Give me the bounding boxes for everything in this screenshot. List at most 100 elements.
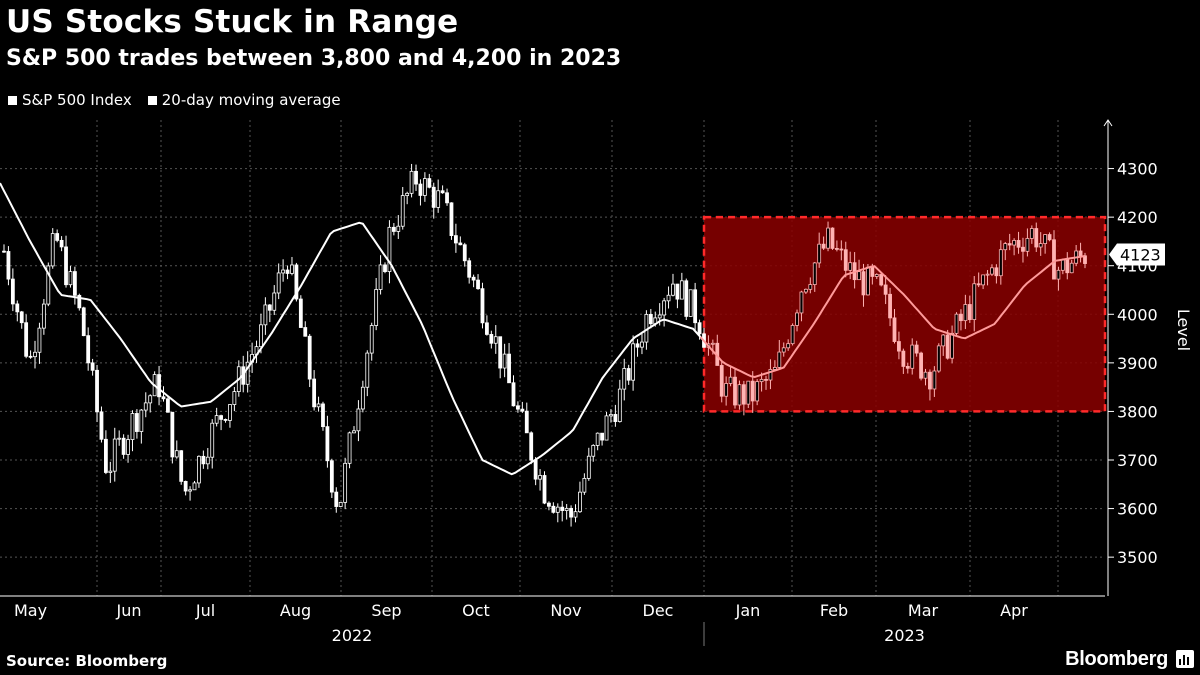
candle-body	[600, 432, 604, 441]
candle-body	[755, 381, 760, 402]
candle-body	[46, 265, 51, 305]
candle-body	[267, 304, 272, 311]
candle-body	[405, 192, 410, 196]
candle-body	[582, 477, 587, 493]
candle-body	[161, 396, 166, 400]
candle-body	[777, 351, 782, 368]
candle-body	[90, 362, 95, 371]
source-note: Source: Bloomberg	[6, 652, 168, 670]
candle-body	[489, 334, 494, 344]
y-tick-label: 3700	[1117, 451, 1158, 470]
candle-body	[551, 505, 556, 513]
candle-body	[396, 225, 401, 232]
y-tick-label: 4000	[1117, 305, 1158, 324]
candle-body	[772, 367, 777, 370]
candle-body	[77, 294, 82, 309]
x-month-label: Sep	[371, 601, 401, 620]
candle-body	[143, 402, 148, 411]
candle-body	[936, 345, 941, 372]
candle-body	[507, 353, 511, 384]
candle-body	[329, 460, 334, 493]
candle-body	[471, 276, 476, 281]
candle-body	[64, 246, 68, 286]
candle-body	[86, 335, 91, 364]
candle-body	[569, 507, 573, 518]
x-year-label: 2023	[884, 626, 925, 645]
candle-body	[679, 280, 684, 300]
y-tick-label: 3900	[1117, 354, 1158, 373]
candle-body	[431, 186, 436, 208]
candle-body	[941, 334, 946, 347]
candle-body	[768, 369, 773, 381]
candle-body	[874, 274, 879, 277]
candle-body	[139, 409, 144, 432]
candle-body	[383, 264, 387, 272]
candle-body	[533, 459, 538, 480]
candle-body	[883, 284, 888, 295]
candle-body	[648, 314, 653, 325]
candle-body	[954, 313, 959, 334]
candle-body	[55, 233, 60, 241]
candle-body	[839, 248, 844, 251]
candle-body	[790, 325, 795, 345]
candle-body	[688, 289, 693, 317]
candle-body	[272, 292, 277, 311]
candle-body	[174, 450, 179, 458]
candle-body	[724, 383, 729, 397]
candle-body	[919, 352, 923, 379]
candle-body	[369, 325, 374, 354]
candle-body	[750, 380, 755, 402]
candle-body	[662, 300, 667, 316]
candle-body	[374, 289, 379, 326]
candle-body	[1047, 234, 1052, 241]
candle-body	[321, 403, 325, 428]
candle-body	[303, 327, 308, 337]
candle-body	[1052, 239, 1056, 280]
candle-body	[764, 378, 768, 381]
candle-body	[121, 437, 126, 455]
x-month-label: Dec	[643, 601, 674, 620]
candle-body	[564, 507, 569, 511]
legend-swatch-moving-average	[147, 95, 157, 105]
candle-body	[285, 269, 290, 274]
candle-body	[294, 264, 299, 300]
candle-body	[183, 480, 188, 492]
candle-body	[33, 351, 37, 358]
candle-body	[737, 384, 742, 406]
candle-body	[746, 380, 751, 405]
candle-body	[640, 341, 644, 348]
candle-body	[1021, 246, 1025, 252]
candle-body	[197, 455, 201, 484]
candle-body	[529, 432, 534, 461]
candle-body	[135, 413, 139, 432]
x-month-label: Jul	[195, 601, 215, 620]
candle-body	[276, 272, 281, 294]
legend-item-moving-average: 20-day moving average	[147, 91, 341, 109]
candle-body	[586, 455, 591, 479]
candle-body	[573, 511, 578, 518]
candle-body	[334, 491, 339, 507]
candle-body	[436, 190, 441, 208]
candle-body	[179, 450, 184, 482]
candle-body	[879, 274, 884, 286]
candle-body	[1056, 269, 1061, 280]
candle-body	[626, 368, 631, 381]
candle-body	[365, 352, 370, 388]
candle-body	[6, 251, 11, 280]
candle-body	[312, 378, 317, 408]
candle-body	[914, 344, 919, 354]
candle-body	[675, 283, 680, 300]
candle-body	[759, 378, 764, 383]
candle-body	[963, 304, 968, 322]
candle-body	[427, 178, 432, 188]
candle-body	[95, 369, 99, 413]
candle-body	[733, 376, 737, 406]
candle-body	[826, 227, 830, 249]
candle-body	[356, 408, 361, 432]
candle-body	[298, 298, 303, 328]
candle-body	[928, 371, 932, 390]
candle-body	[1038, 243, 1043, 248]
candle-body	[710, 342, 715, 345]
candle-body	[24, 322, 29, 357]
